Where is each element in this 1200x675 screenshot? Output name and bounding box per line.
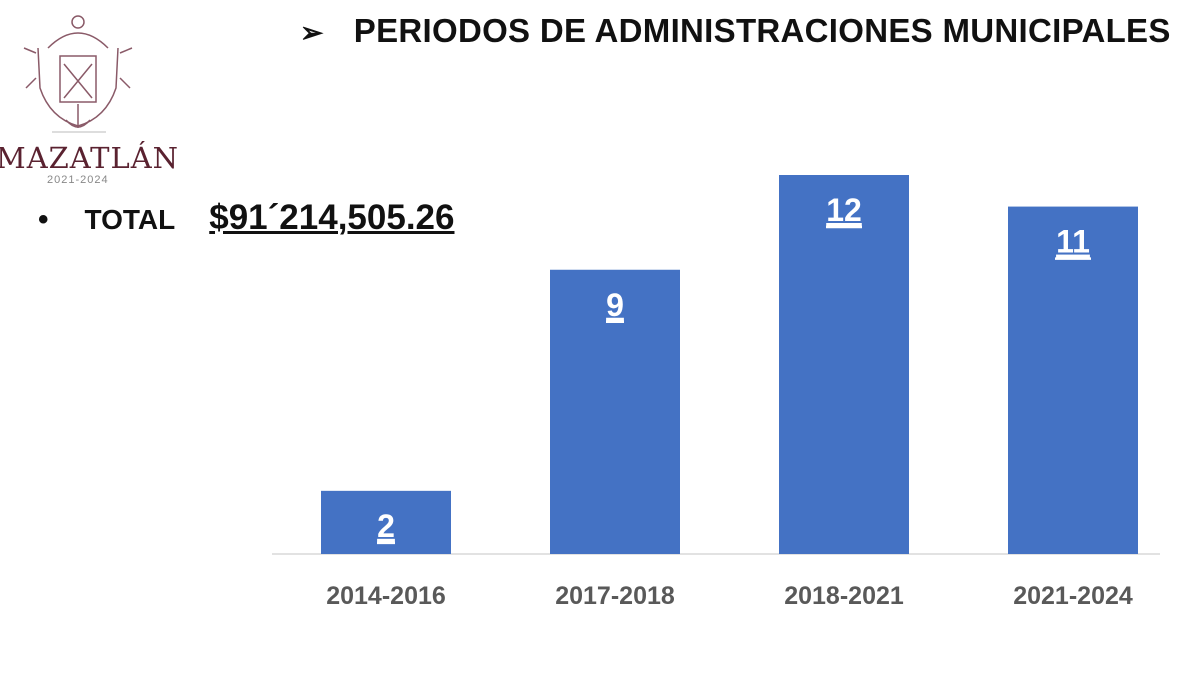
title-text: PERIODOS DE ADMINISTRACIONES MUNICIPALES: [353, 12, 1171, 49]
data-label: 11: [1056, 224, 1090, 260]
data-label: 9: [606, 287, 624, 323]
x-tick-label: 2014-2016: [326, 582, 446, 610]
page-title: ➢ PERIODOS DE ADMINISTRACIONES MUNICIPALE…: [300, 12, 1171, 50]
data-label: 2: [377, 508, 395, 544]
x-tick-label: 2021-2024: [1013, 582, 1133, 610]
logo-years: 2021-2024: [47, 174, 109, 186]
bar-2017-2018: [550, 269, 680, 554]
x-tick-label: 2018-2021: [784, 582, 904, 610]
bullet: •: [38, 203, 49, 236]
coat-of-arms-icon: [23, 15, 133, 133]
total-summary: • TOTAL $91´214,505.26: [38, 198, 454, 238]
mazatlan-logo: MAZATLÁN 2021-2024: [0, 8, 180, 186]
total-label: TOTAL: [84, 204, 176, 235]
bar-2021-2024: [1008, 206, 1138, 555]
bar-2018-2021: [779, 175, 909, 554]
x-tick-label: 2017-2018: [555, 582, 675, 610]
arrow-bullet-icon: ➢: [300, 17, 324, 48]
logo-name: MAZATLÁN: [0, 141, 180, 175]
data-label: 12: [826, 192, 862, 228]
total-value: $91´214,505.26: [209, 198, 455, 237]
